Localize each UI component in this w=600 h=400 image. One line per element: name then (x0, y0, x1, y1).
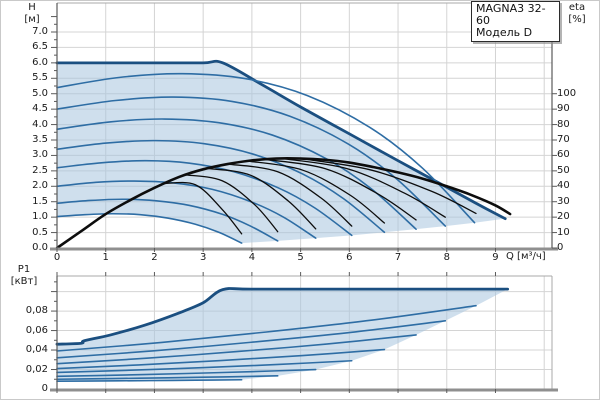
p1-axis-title-unit: [кВт] (10, 276, 38, 287)
pump-model-title-box: MAGNA3 32-60 Модель D (471, 1, 560, 42)
eta-axis-title-unit: [%] (568, 14, 586, 25)
q-axis-title-text: Q [м³/ч] (506, 251, 546, 262)
h-tick-label: 3.0 (32, 149, 48, 161)
eta-tick-label: 60 (557, 149, 570, 161)
eta-tick-label: 70 (557, 134, 570, 145)
h-tick-label: 0.5 (32, 226, 48, 238)
h-tick-label: 5.0 (32, 87, 48, 99)
pump-model-variant: Модель D (476, 26, 533, 39)
eta-tick-label: 20 (557, 211, 570, 223)
eta-tick-label: 30 (557, 195, 570, 207)
q-tick-label: 3 (199, 252, 207, 263)
q-tick-label: 7 (394, 252, 402, 263)
eta-tick-label: 40 (557, 180, 570, 192)
h-tick-label: 2.0 (32, 180, 48, 192)
eta-tick-label: 10 (557, 226, 570, 238)
q-tick-label: 1 (102, 252, 109, 263)
q-tick-label: 8 (443, 252, 450, 263)
p1-axis-title: P1 [кВт] (2, 264, 46, 288)
eta-axis-title: eta [%] (558, 2, 596, 26)
eta-tick-label: 0 (557, 242, 564, 253)
h-axis-title: H [м] (16, 2, 48, 26)
p1-tick-label: 0 (41, 383, 48, 394)
eta-tick-label: 100 (557, 87, 577, 99)
h-tick-label: 0.0 (32, 242, 48, 253)
h-tick-label: 6.0 (32, 56, 48, 68)
h-axis-title-symbol: H (28, 2, 36, 13)
p1-tick-label: 0,02 (25, 363, 48, 375)
q-tick-label: 9 (492, 252, 499, 263)
q-tick-label: 6 (346, 252, 353, 263)
p1-tick-label: 0,06 (25, 324, 48, 336)
h-tick-label: 2.5 (32, 164, 48, 176)
h-tick-label: 1.5 (32, 195, 48, 207)
h-tick-label: 3.5 (32, 134, 48, 145)
h-tick-label: 5.5 (32, 72, 48, 84)
h-tick-label: 4.5 (32, 103, 48, 115)
h-tick-label: 4.0 (32, 118, 48, 130)
q-tick-label: 5 (297, 252, 304, 263)
q-tick-label: 0 (53, 252, 61, 263)
eta-tick-label: 90 (557, 103, 570, 115)
eta-axis-title-symbol: eta (568, 2, 586, 13)
eta-tick-label: 80 (557, 118, 570, 130)
q-tick-label: 2 (151, 252, 158, 263)
pump-model-name: MAGNA3 32-60 (476, 2, 546, 27)
h-tick-label: 7.0 (32, 26, 48, 37)
eta-tick-label: 50 (557, 164, 570, 176)
p1-axis-title-symbol: P1 (17, 264, 31, 275)
p1-tick-label: 0,08 (25, 305, 48, 317)
h-tick-label: 1.0 (32, 211, 48, 223)
h-axis-title-unit: [м] (24, 14, 40, 25)
h-tick-label: 6.5 (32, 41, 48, 53)
q-tick-label: 4 (248, 252, 256, 263)
p1-tick-label: 0,04 (25, 344, 48, 356)
q-axis-title: Q [м³/ч] (506, 251, 556, 263)
